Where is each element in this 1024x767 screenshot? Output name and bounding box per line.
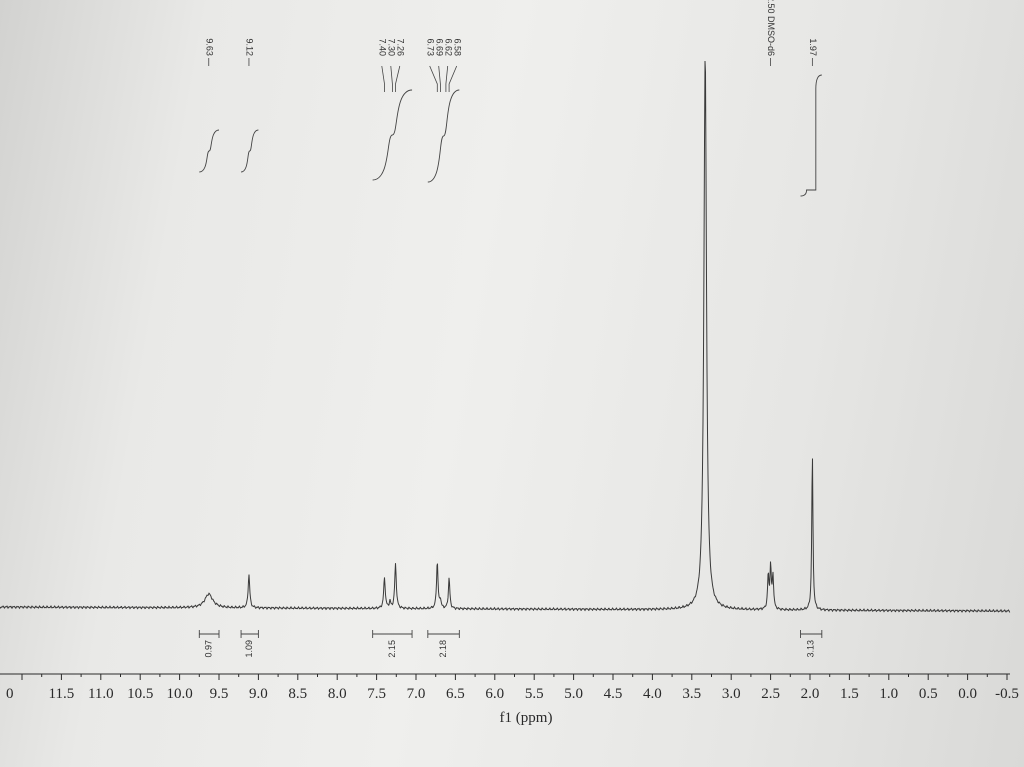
x-tick-label: 6.5 xyxy=(446,686,465,702)
x-tick-label: 7.0 xyxy=(407,686,426,702)
x-tick-label: 4.0 xyxy=(643,686,662,702)
integrals: 0.97 1.09 2.15 2.18 3.13 xyxy=(198,74,823,658)
peak-label: 9.12 xyxy=(245,39,255,57)
peak-leader xyxy=(438,65,441,92)
spectrum-trace xyxy=(0,60,1011,613)
integral-curve xyxy=(199,129,220,173)
x-tick-label: 7.5 xyxy=(367,686,386,702)
integral-curve xyxy=(800,74,822,197)
x-tick-label: 5.0 xyxy=(564,686,583,702)
x-tick-label: 10.5 xyxy=(127,686,153,702)
peak-label: 1.97 xyxy=(808,38,818,56)
x-tick-label: 3.0 xyxy=(722,686,741,702)
x-tick-label: 11.0 xyxy=(88,686,114,702)
x-tick-label: 10.0 xyxy=(166,686,192,702)
peak-label: 2.50 DMSO-d6 xyxy=(766,0,776,56)
integral-value: 2.15 xyxy=(387,640,397,658)
peak-leader xyxy=(448,65,458,92)
peak-label: 7.40 xyxy=(377,38,387,56)
x-tick-label: 3.5 xyxy=(682,686,701,702)
x-axis-label: f1 (ppm) xyxy=(500,710,553,726)
peak-leader xyxy=(390,65,393,92)
peak-label: 7.26 xyxy=(395,38,405,56)
peak-labels: 9.63 9.12 7.40 7.30 7.26 6.73 6.69 6.62 6.58 2.50… xyxy=(204,0,818,92)
x-axis-ticks xyxy=(21,674,1008,680)
integral-value: 0.97 xyxy=(203,640,213,658)
x-axis-tick-labels: 0 11.5 11.0 10.5 10.0 9.5 9.0 8.5 8.0 7.5 7.0 6.5 6.… xyxy=(6,686,1019,702)
integral-curve xyxy=(427,89,460,183)
integral-value: 3.13 xyxy=(806,640,816,658)
x-tick-label: 6.0 xyxy=(485,686,504,702)
integral-value: 2.18 xyxy=(438,640,448,658)
peak-label: 6.58 xyxy=(452,38,462,56)
integral-curve xyxy=(372,89,413,181)
peak-leader xyxy=(381,65,385,92)
peak-leader xyxy=(445,65,449,92)
integral-value: 1.09 xyxy=(244,640,254,658)
x-tick-label: 5.5 xyxy=(525,686,544,702)
x-tick-label: 0.5 xyxy=(919,686,938,702)
peak-label: 6.73 xyxy=(425,38,435,56)
x-tick-label: 8.0 xyxy=(328,686,347,702)
peak-leader xyxy=(395,65,401,92)
peak-label: 6.69 xyxy=(434,38,444,56)
x-tick-label: 2.5 xyxy=(761,686,780,702)
x-tick-label: 9.5 xyxy=(210,686,229,702)
x-tick-label: 0.0 xyxy=(958,686,977,702)
x-tick-label: -0.5 xyxy=(995,686,1019,702)
x-tick-label: 8.5 xyxy=(288,686,307,702)
x-tick-label: 9.0 xyxy=(249,686,268,702)
x-tick-label: 0 xyxy=(6,686,14,702)
x-tick-label: 4.5 xyxy=(604,686,623,702)
peak-label: 9.63 xyxy=(204,38,214,56)
x-tick-label: 2.0 xyxy=(801,686,820,702)
peak-label: 6.62 xyxy=(443,38,453,56)
x-tick-label: 1.5 xyxy=(840,686,859,702)
peak-leader xyxy=(429,65,438,92)
integral-curve xyxy=(240,129,259,173)
peak-label: 7.30 xyxy=(386,38,396,56)
x-tick-label: 11.5 xyxy=(49,686,75,702)
x-tick-label: 1.0 xyxy=(879,686,898,702)
